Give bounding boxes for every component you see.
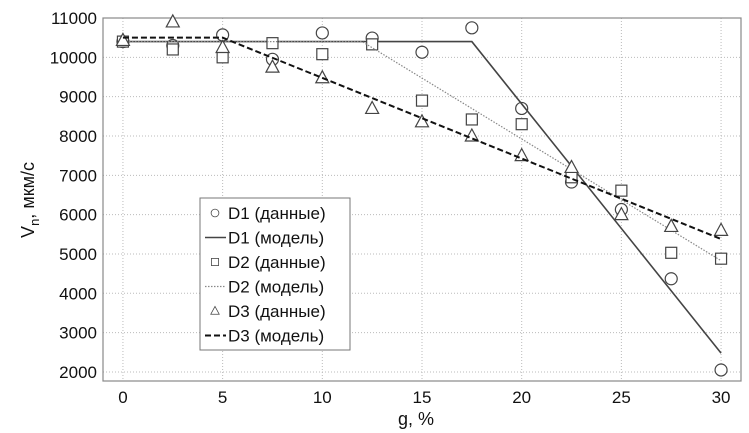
square-point (665, 246, 678, 259)
square-point (266, 37, 279, 50)
legend-label: D1 (данные) (228, 204, 326, 223)
y-tick-label: 7000 (59, 166, 97, 185)
legend-label: D1 (модель) (228, 229, 324, 248)
legend-item: D3 (данные) (210, 302, 326, 321)
square-point (515, 118, 528, 131)
y-tick-label: 3000 (59, 324, 97, 343)
circle-point (515, 101, 529, 116)
square-point (714, 252, 728, 265)
triangle-point (364, 100, 380, 115)
legend-triangle-icon (210, 305, 220, 315)
series (115, 13, 729, 377)
square-point (166, 43, 179, 56)
legend-item: D3 (модель) (205, 327, 324, 346)
triangle-point (663, 218, 679, 233)
y-axis-label: Vn, мкм/с (18, 162, 42, 238)
model-line (122, 40, 722, 262)
legend-circle-icon (210, 208, 220, 218)
y-tick-label: 9000 (59, 88, 97, 107)
y-tick-label: 11000 (51, 9, 97, 28)
model-line (122, 40, 722, 354)
triangle-point (115, 32, 131, 47)
triangle-point (564, 159, 580, 174)
triangle-point (514, 147, 530, 162)
x-tick-label: 20 (512, 388, 531, 407)
legend-label: D2 (модель) (228, 278, 324, 297)
series-4 (122, 40, 722, 262)
x-tick-label: 0 (118, 388, 127, 407)
legend: D1 (данные) D1 (модель) D2 (данные) D2 (мод… (199, 197, 351, 351)
circle-point (664, 272, 678, 286)
x-axis-label: g, % (398, 409, 434, 429)
y-tick-label: 6000 (59, 206, 97, 225)
triangle-point (215, 39, 231, 54)
y-tick-label: 10000 (50, 48, 97, 67)
y-tick-label: 8000 (59, 127, 97, 146)
legend-item: D2 (модель) (205, 278, 324, 297)
series-6 (122, 36, 722, 240)
circle-point (415, 45, 429, 59)
x-tick-label: 15 (413, 388, 432, 407)
grid (103, 17, 741, 381)
x-tick-label: 5 (218, 388, 227, 407)
triangle-point (713, 222, 729, 236)
x-tick-label: 30 (712, 388, 731, 407)
triangle-point (165, 13, 181, 28)
legend-item: D1 (данные) (210, 204, 326, 223)
legend-box (199, 197, 351, 351)
legend-item: D2 (данные) (211, 253, 326, 272)
model-line (122, 36, 722, 240)
square-point (415, 94, 429, 107)
x-tick-label: 10 (313, 388, 332, 407)
legend-label: D3 (модель) (228, 327, 324, 346)
legend-item: D1 (модель) (205, 229, 324, 248)
plot-frame (102, 17, 742, 382)
triangle-point (264, 58, 280, 73)
circle-point (714, 363, 728, 377)
circle-point (465, 21, 479, 35)
y-tick-label: 4000 (59, 284, 97, 303)
y-tick-label: 5000 (59, 245, 97, 264)
square-point (465, 113, 478, 126)
triangle-point (414, 113, 430, 128)
square-point (615, 184, 628, 197)
triangle-point (613, 206, 629, 221)
legend-label: D3 (данные) (228, 302, 326, 321)
square-point (216, 51, 229, 64)
series-2 (122, 40, 722, 354)
tick-labels: 0 5 10 15 20 25 30 2000 3000 4000 5000 6000 7000 8000… (50, 9, 731, 407)
x-tick-label: 25 (612, 388, 631, 407)
legend-square-icon (211, 258, 219, 266)
square-point (316, 48, 329, 61)
circle-point (315, 26, 329, 40)
square-point (366, 38, 379, 51)
legend-label: D2 (данные) (228, 253, 326, 272)
y-tick-label: 2000 (59, 363, 97, 382)
